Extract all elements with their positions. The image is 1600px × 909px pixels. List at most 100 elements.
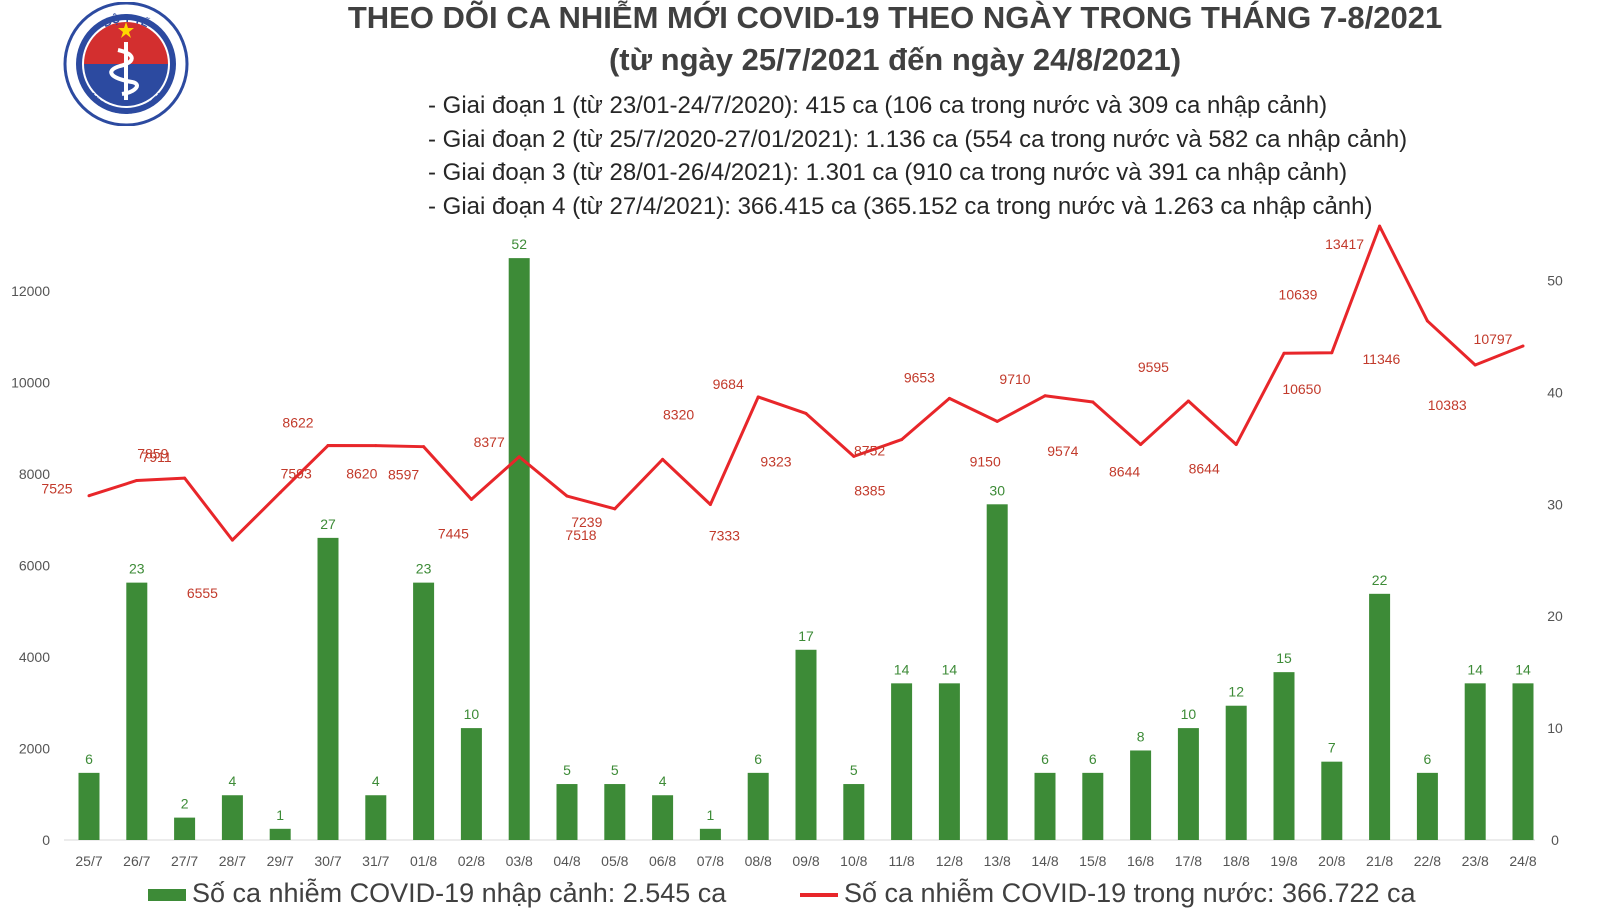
x-tick-label: 28/7: [219, 853, 246, 869]
line-value-label: 8644: [1189, 461, 1220, 477]
bar-value-label: 4: [659, 773, 667, 789]
line-value-label: 9595: [1138, 359, 1169, 375]
bar-value-label: 10: [464, 706, 480, 722]
bar: [891, 683, 913, 840]
line-value-label: 8597: [388, 467, 419, 483]
legend-line-label: Số ca nhiễm COVID-19 trong nước: 366.722…: [844, 878, 1416, 908]
line-point: [947, 396, 951, 400]
bar: [126, 582, 148, 840]
y-left-tick-label: 4000: [19, 649, 50, 665]
x-tick-label: 02/8: [458, 853, 485, 869]
x-tick-label: 22/8: [1414, 853, 1441, 869]
phase-notes: - Giai đoạn 1 (từ 23/01-24/7/2020): 415 …: [428, 89, 1407, 223]
bar-value-label: 6: [1041, 751, 1049, 767]
chart-subtitle: (từ ngày 25/7/2021 đến ngày 24/8/2021): [608, 42, 1182, 77]
bar-value-label: 6: [85, 751, 93, 767]
x-tick-label: 21/8: [1366, 853, 1393, 869]
line-point: [1043, 394, 1047, 398]
x-tick-label: 05/8: [601, 853, 628, 869]
line-point: [1234, 443, 1238, 447]
line-point: [278, 491, 282, 495]
y-right-tick-label: 30: [1547, 496, 1563, 512]
line-point: [1521, 344, 1525, 348]
bar-value-label: 8: [1137, 728, 1145, 744]
line-value-label: 9710: [999, 371, 1030, 387]
bar: [174, 817, 196, 840]
svg-text:BỘ Y TẾ: BỘ Y TẾ: [101, 12, 151, 30]
line-point: [422, 445, 426, 449]
line-point: [1139, 443, 1143, 447]
line-point: [1091, 400, 1095, 404]
line-value-label: 9653: [904, 369, 935, 385]
y-left-tick-label: 2000: [19, 741, 50, 757]
y-right-tick-label: 50: [1547, 273, 1563, 289]
line-value-label: 6555: [187, 585, 218, 601]
x-tick-label: 20/8: [1318, 853, 1345, 869]
line-value-label: 13417: [1325, 236, 1364, 252]
line-point: [900, 438, 904, 442]
bar: [1177, 728, 1199, 840]
y-left-tick-label: 12000: [11, 283, 50, 299]
line-point: [326, 444, 330, 448]
line-point: [852, 454, 856, 458]
bar-value-label: 14: [942, 661, 958, 677]
x-tick-label: 27/7: [171, 853, 198, 869]
x-tick-label: 13/8: [984, 853, 1011, 869]
bar: [221, 795, 243, 840]
bar-value-label: 6: [1089, 751, 1097, 767]
bar-value-label: 14: [1515, 661, 1531, 677]
y-right-tick-label: 10: [1547, 720, 1563, 736]
bar-value-label: 23: [416, 561, 432, 577]
line-value-label: 7911: [142, 449, 172, 465]
line-value-label: 8622: [282, 415, 313, 431]
line-value-label: 9323: [760, 453, 791, 469]
line-point: [135, 478, 139, 482]
x-tick-label: 01/8: [410, 853, 437, 869]
bar-value-label: 27: [320, 516, 336, 532]
line-value-label: 10797: [1474, 331, 1513, 347]
line-point: [469, 497, 473, 501]
bar: [1273, 672, 1295, 840]
x-tick-label: 04/8: [553, 853, 580, 869]
x-tick-label: 09/8: [792, 853, 819, 869]
x-tick-label: 24/8: [1509, 853, 1536, 869]
line-value-label: 7239: [571, 514, 602, 530]
bar-value-label: 4: [229, 773, 237, 789]
bar-value-label: 12: [1228, 684, 1244, 700]
x-tick-label: 31/7: [362, 853, 389, 869]
bar-value-label: 15: [1276, 650, 1292, 666]
phase-note-1: - Giai đoạn 1 (từ 23/01-24/7/2020): 415 …: [428, 92, 1328, 119]
x-tick-label: 14/8: [1031, 853, 1058, 869]
line-point: [230, 538, 234, 542]
x-tick-label: 29/7: [267, 853, 294, 869]
y-right-tick-label: 0: [1551, 832, 1559, 848]
x-tick-label: 06/8: [649, 853, 676, 869]
bar: [1225, 705, 1247, 840]
line-point: [661, 457, 665, 461]
line-value-label: 10639: [1279, 286, 1318, 302]
line-value-label: 9574: [1047, 443, 1078, 459]
bar: [269, 828, 291, 840]
bar-value-label: 4: [372, 773, 380, 789]
line-point: [517, 455, 521, 459]
legend-bars: Số ca nhiễm COVID-19 nhập cảnh: 2.545 ca: [148, 878, 726, 909]
bar: [699, 828, 721, 840]
line-point: [183, 476, 187, 480]
legend-bar-swatch: [148, 888, 186, 901]
x-tick-label: 10/8: [840, 853, 867, 869]
bar: [938, 683, 960, 840]
bar: [365, 795, 387, 840]
line-value-label: 9150: [970, 453, 1001, 469]
x-tick-label: 17/8: [1175, 853, 1202, 869]
bar-value-label: 6: [1424, 751, 1432, 767]
line-point: [87, 494, 91, 498]
x-tick-label: 26/7: [123, 853, 150, 869]
line-point: [1330, 351, 1334, 355]
bar: [1416, 772, 1438, 840]
bar-value-label: 30: [989, 482, 1005, 498]
bar: [1321, 761, 1343, 840]
y-left-tick-label: 8000: [19, 466, 50, 482]
bar: [986, 504, 1008, 840]
bar: [508, 258, 530, 840]
bar-value-label: 7: [1328, 740, 1336, 756]
